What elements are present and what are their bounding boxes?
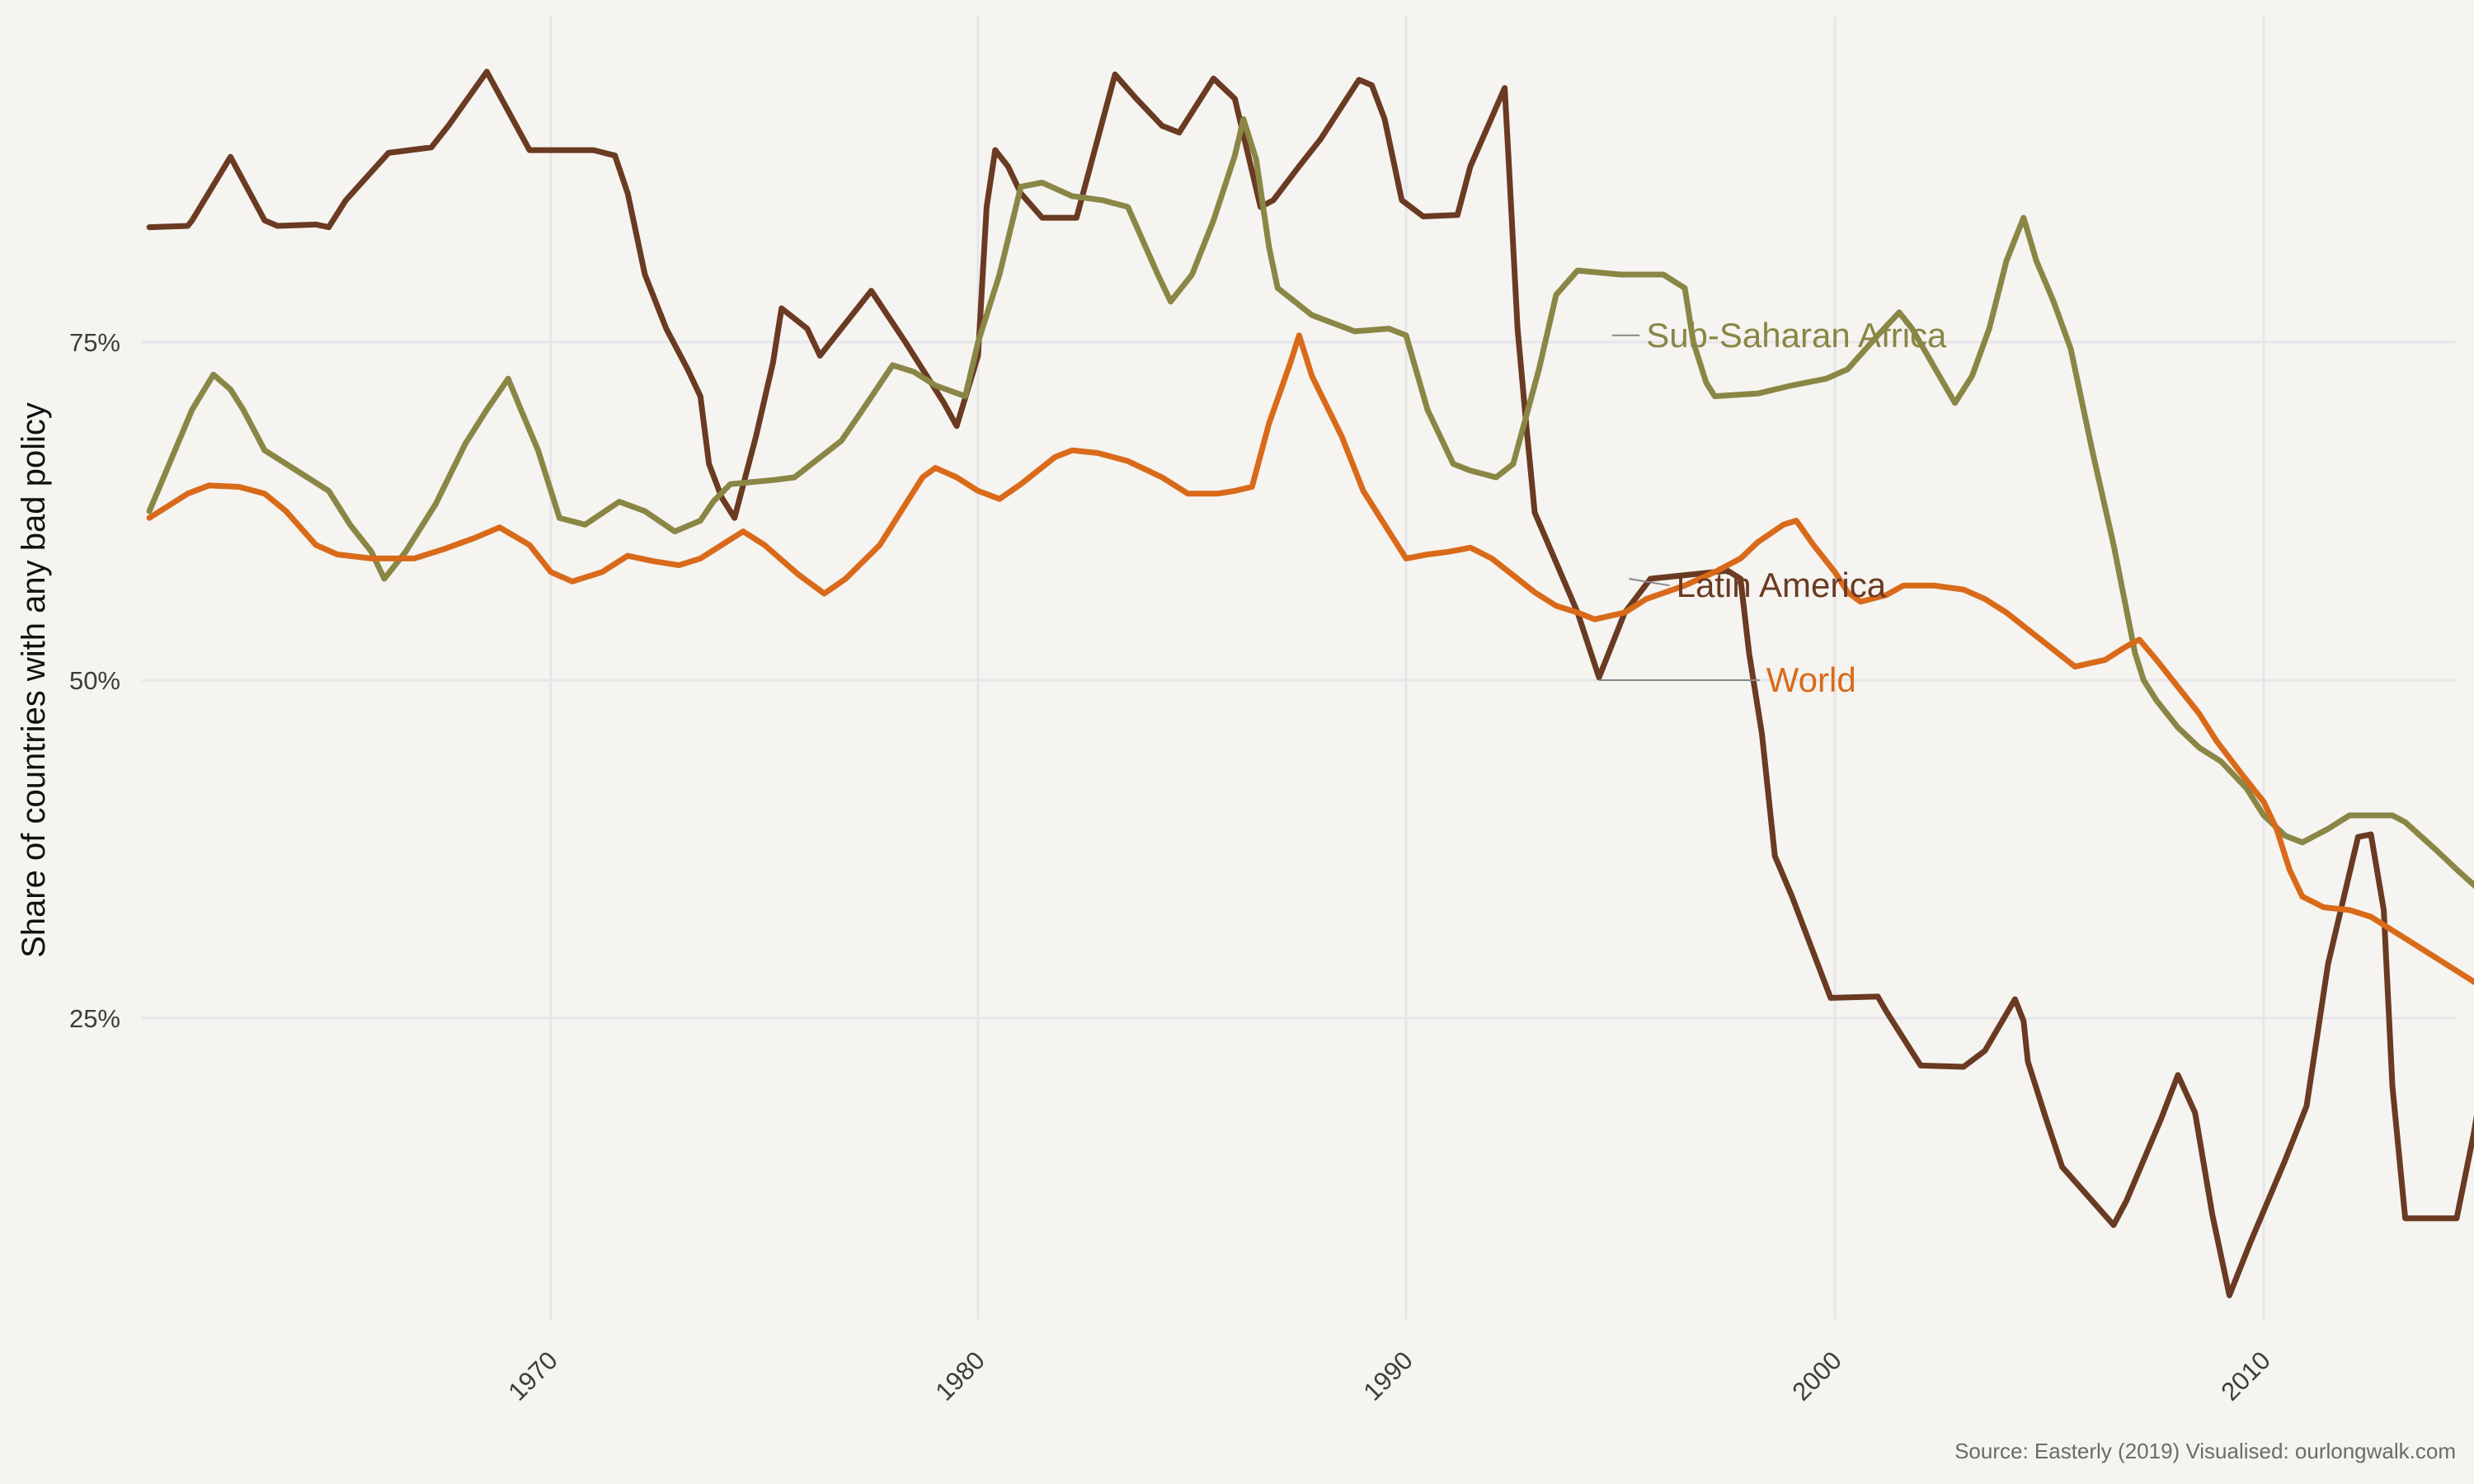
series-line-world — [146, 332, 2474, 985]
series-line-latin-america — [146, 68, 2474, 1298]
x-tick-label: 1970 — [502, 1345, 563, 1407]
y-axis-ticks: 25% 50% 75% — [69, 328, 120, 1033]
series-lines — [146, 68, 2474, 1298]
y-axis-label: Share of countries with any bad policy — [16, 402, 52, 958]
source-caption: Source: Easterly (2019) Visualised: ourl… — [1954, 1439, 2456, 1463]
x-tick-label: 1980 — [929, 1345, 990, 1407]
y-tick-label: 75% — [69, 328, 120, 357]
y-tick-label: 50% — [69, 666, 120, 695]
series-label-sub-saharan-africa: Sub-Saharan Africa — [1646, 316, 1947, 355]
series-labels: Latin America Sub-Saharan Africa World — [1646, 316, 1947, 699]
grid — [142, 16, 2456, 1319]
label-leaders — [1599, 334, 1760, 681]
x-tick-label: 1990 — [1357, 1345, 1418, 1407]
leader-latin-america — [1629, 578, 1670, 587]
series-label-latin-america: Latin America — [1677, 566, 1887, 604]
series-line-sub-saharan-africa — [146, 115, 2474, 890]
series-label-world: World — [1766, 660, 1856, 699]
x-axis-ticks: 1970 1980 1990 2000 2010 — [502, 1345, 2276, 1407]
y-tick-label: 25% — [69, 1004, 120, 1033]
x-tick-label: 2000 — [1786, 1345, 1847, 1407]
x-tick-label: 2010 — [2215, 1345, 2276, 1407]
